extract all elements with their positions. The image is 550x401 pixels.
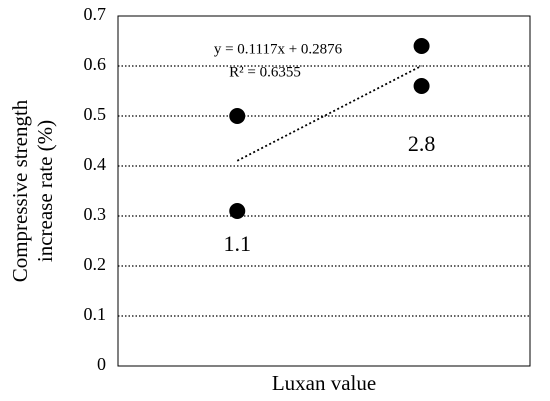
trendline — [236, 65, 422, 162]
y-axis-label: increase rate (%) — [33, 120, 57, 262]
x-axis-label: Luxan value — [272, 371, 376, 395]
y-tick-label: 0.7 — [84, 4, 107, 24]
y-tick-label: 0.3 — [84, 204, 107, 224]
y-tick-label: 0.5 — [84, 104, 107, 124]
y-tick-label: 0.2 — [84, 254, 107, 274]
data-point — [413, 38, 430, 54]
y-tick-label: 0.4 — [84, 154, 107, 174]
data-point — [229, 203, 246, 219]
y-tick-label: 0.6 — [84, 54, 107, 74]
trendline-equation: y = 0.1117x + 0.2876 — [214, 41, 343, 57]
y-tick-label: 0.1 — [84, 304, 107, 324]
y-tick-label: 0 — [97, 354, 106, 374]
annotation: 2.8 — [408, 131, 436, 156]
annotation: 1.1 — [224, 231, 252, 256]
data-point — [413, 78, 430, 94]
trendline-r2: R² = 0.6355 — [229, 64, 301, 80]
plot-frame — [117, 15, 531, 367]
data-point — [229, 108, 246, 124]
y-axis-label: Compressive strength — [8, 99, 32, 282]
